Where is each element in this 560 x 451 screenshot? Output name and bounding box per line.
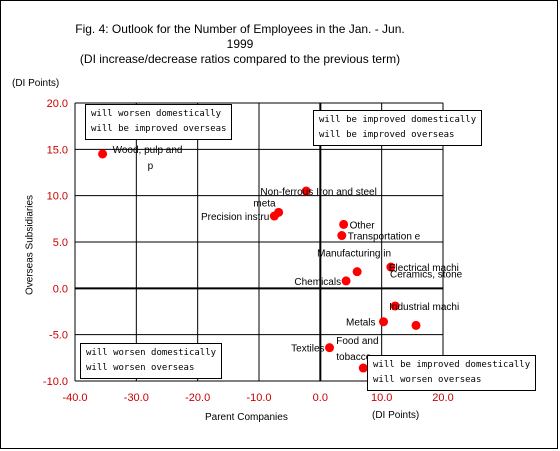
y-tick-label: 15.0 xyxy=(47,144,68,156)
point-label: Textiles xyxy=(291,344,324,355)
x-tick-label: 10.0 xyxy=(371,392,392,404)
note-line: will be improved domestically xyxy=(319,115,477,125)
chart-subtitle: (DI increase/decrease ratios compared to… xyxy=(79,52,401,66)
point-label: Industrial machi xyxy=(389,302,459,313)
quadrant-note-top-right: will be improved domestically will be im… xyxy=(313,110,483,146)
data-point xyxy=(339,219,349,229)
x-tick-label: 0.0 xyxy=(313,392,328,404)
chart-title-year: 1999 xyxy=(226,37,254,51)
x-axis-units: (DI Points) xyxy=(372,410,420,421)
y-tick-label: 5.0 xyxy=(53,237,68,249)
y-tick-label: 20.0 xyxy=(47,98,68,110)
y-tick-label: -10.0 xyxy=(43,376,68,388)
point-label: tobacco xyxy=(336,352,371,363)
point-label: Electrical machi xyxy=(389,263,459,274)
y-tick-label: -5.0 xyxy=(49,330,68,342)
data-point xyxy=(337,231,347,241)
data-point xyxy=(269,211,279,221)
x-axis-title: Parent Companies xyxy=(205,412,288,423)
point-label: Transportation e xyxy=(348,232,421,243)
point-label: Food and xyxy=(336,336,378,347)
point-label: Manufacturing in xyxy=(317,249,391,260)
point-label: Iron and steel xyxy=(316,187,377,198)
data-point xyxy=(301,186,311,196)
data-point xyxy=(379,317,389,327)
note-line: will worsen overseas xyxy=(373,375,482,385)
data-point xyxy=(352,267,362,277)
point-label: Ceramics, stone xyxy=(390,269,463,280)
point-label: meta xyxy=(253,198,276,209)
note-line: will be improved overseas xyxy=(91,124,227,134)
quadrant-note-bottom-right: will be improved domestically will worse… xyxy=(367,355,537,391)
x-tick-label: -40.0 xyxy=(62,392,87,404)
data-point xyxy=(358,363,368,373)
x-tick-label: 20.0 xyxy=(432,392,453,404)
point-label: Metals xyxy=(346,318,375,329)
data-point xyxy=(390,301,400,311)
note-line: will worsen domestically xyxy=(86,348,217,358)
data-point xyxy=(98,149,108,159)
quadrant-note-top-left: will worsen domestically will be improve… xyxy=(85,104,233,140)
point-label: Non-ferrous xyxy=(260,187,313,198)
x-tick-label: -20.0 xyxy=(185,392,210,404)
quadrant-note-bottom-left: will worsen domestically will worsen ove… xyxy=(80,343,223,379)
point-label: p xyxy=(148,161,154,172)
y-tick-label: 0.0 xyxy=(53,283,68,295)
note-line: will be improved overseas xyxy=(319,130,455,140)
x-tick-label: -10.0 xyxy=(246,392,271,404)
y-tick-label: 10.0 xyxy=(47,191,68,203)
data-point xyxy=(341,276,351,286)
note-line: will worsen overseas xyxy=(86,363,195,373)
point-label: Other xyxy=(350,220,376,231)
y-axis-units: (DI Points) xyxy=(12,78,60,89)
note-line: will worsen domestically xyxy=(91,109,222,119)
point-label: Chemicals xyxy=(294,277,341,288)
note-line: will be improved domestically xyxy=(373,360,531,370)
x-tick-label: -30.0 xyxy=(124,392,149,404)
data-point xyxy=(325,343,335,353)
data-point xyxy=(411,320,421,330)
data-point xyxy=(386,262,396,272)
chart-title: Fig. 4: Outlook for the Number of Employ… xyxy=(75,22,405,36)
point-label: Precision instru xyxy=(201,212,269,223)
point-label: Wood, pulp and xyxy=(113,145,183,156)
